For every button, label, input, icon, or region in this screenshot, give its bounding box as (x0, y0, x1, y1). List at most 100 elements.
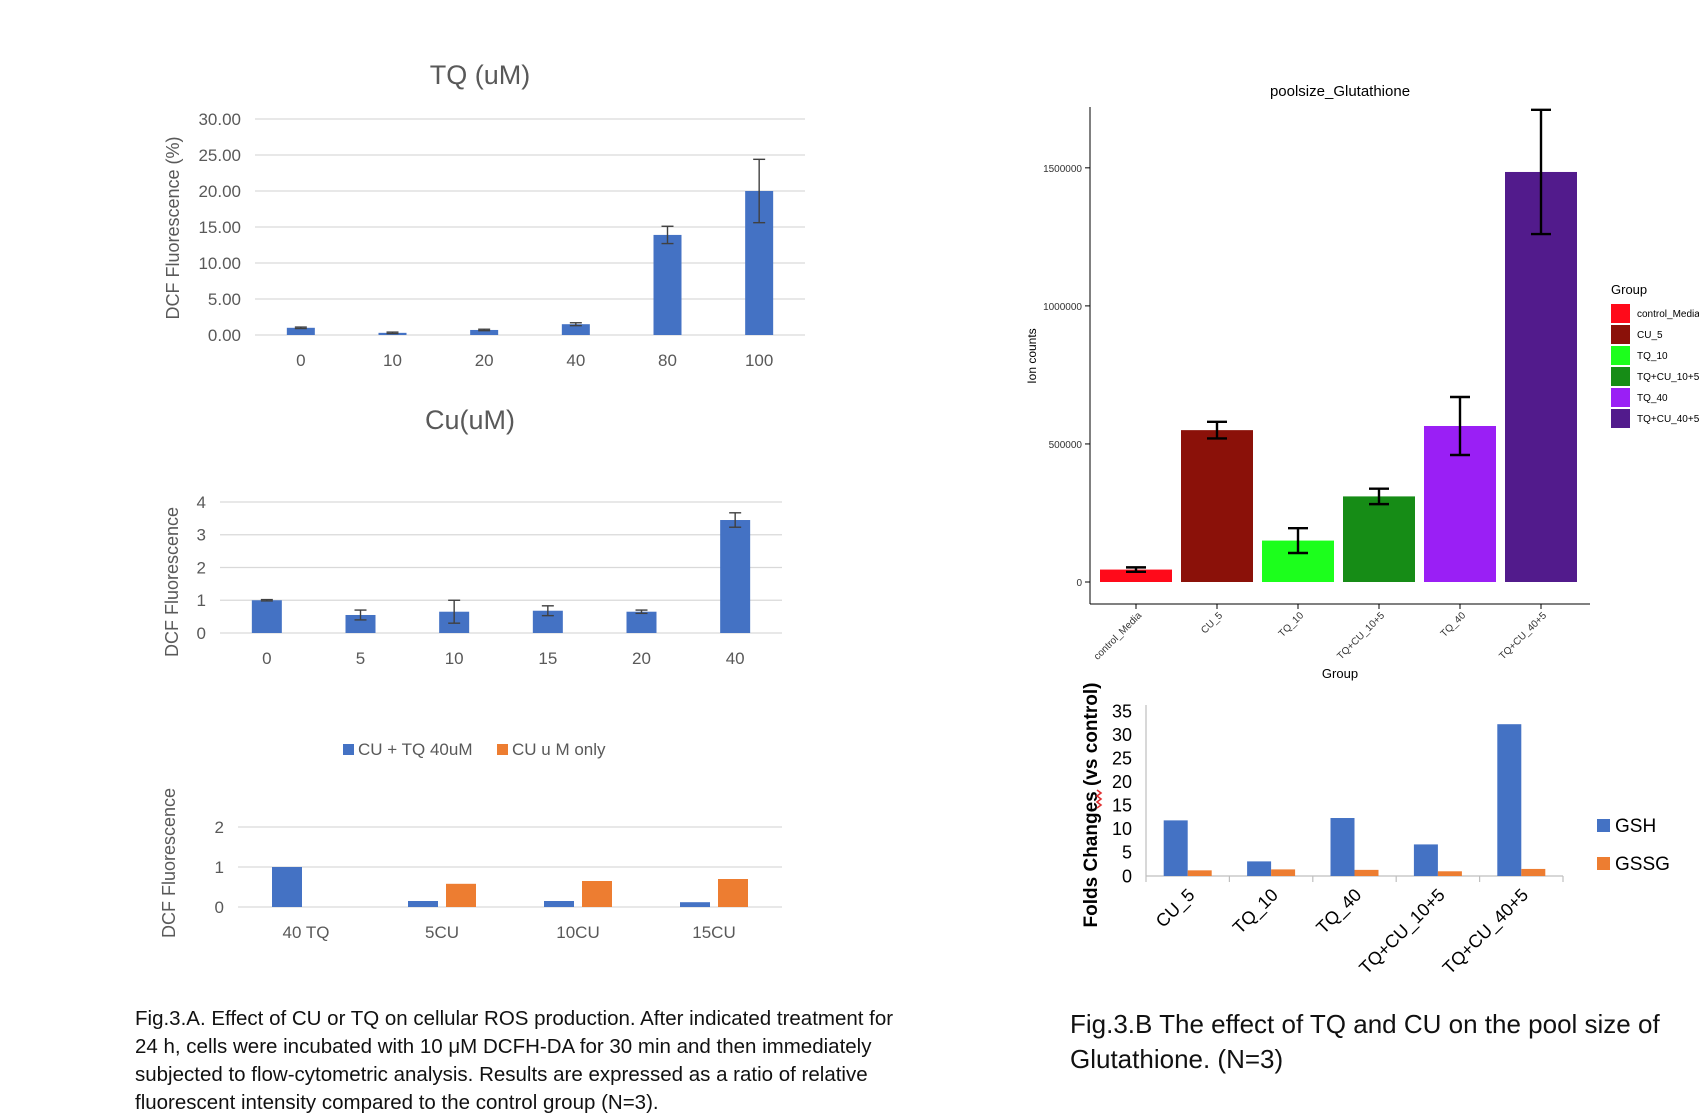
pool-legend-swatch (1611, 304, 1630, 323)
tq-title: TQ (uM) (430, 60, 531, 90)
tq-chart: TQ (uM) 0.00 5.00 10.00 15.00 20.00 25.00 30.00… (163, 60, 805, 370)
pool-xtick: control_Media (1092, 610, 1145, 663)
combo-ytick: 1 (215, 858, 224, 877)
tq-ytick: 25.00 (198, 146, 241, 165)
folds-bar (1247, 861, 1272, 876)
folds-legend-label: GSH (1615, 816, 1656, 837)
tq-xtick: 80 (658, 351, 677, 370)
pool-xtick: TQ+CU_10+5 (1335, 610, 1387, 662)
figure-a-caption: Fig.3.A. Effect of CU or TQ on cellular … (135, 1007, 894, 1114)
combo-bar (544, 901, 574, 907)
cu-ytick: 2 (197, 558, 206, 577)
cu-bar (720, 520, 751, 633)
tq-bar (653, 234, 682, 335)
pool-legend-swatch (1611, 367, 1630, 386)
cu-ytick: 0 (197, 624, 206, 643)
pool-legend-swatch (1611, 346, 1630, 365)
pool-legend-label: TQ+CU_10+5 (1637, 372, 1699, 383)
folds-ytick: 5 (1122, 843, 1132, 863)
cu-xtick: 5 (356, 649, 365, 668)
tq-xtick: 100 (745, 351, 773, 370)
cu-bar (251, 600, 282, 633)
tq-ytick: 0.00 (208, 326, 241, 345)
tq-bar (561, 324, 590, 335)
tq-ytick: 30.00 (198, 110, 241, 129)
tq-xtick: 10 (383, 351, 402, 370)
folds-xtick: CU_5 (1152, 885, 1199, 932)
folds-ylabel: Folds Changes (vs control) (1081, 683, 1102, 928)
combo-xtick: 15CU (692, 923, 735, 942)
combo-legend-label: CU u M only (512, 740, 606, 759)
pool-xtick: CU_5 (1199, 610, 1225, 636)
pool-legend-swatch (1611, 388, 1630, 407)
cu-xtick: 15 (538, 649, 557, 668)
combo-ytick: 2 (215, 818, 224, 837)
cu-ytick: 4 (197, 493, 206, 512)
folds-xtick: TQ_40 (1312, 885, 1366, 939)
cu-ytick: 1 (197, 591, 206, 610)
tq-xtick: 40 (566, 351, 585, 370)
folds-ytick: 20 (1112, 772, 1132, 792)
cu-ytick: 3 (197, 526, 206, 545)
folds-chart: 0 5 10 15 20 25 30 35 CU_5 TQ_10 TQ_40TQ+CU_10+5TQ… (1081, 683, 1670, 979)
combo-chart: 0 1 2 40 TQ 5CU 10CU 15CU DCF Fluorescence CU + … (159, 740, 782, 942)
pool-bar (1343, 496, 1415, 582)
folds-bar (1413, 844, 1438, 876)
tq-bar (470, 329, 499, 335)
folds-bar (1330, 818, 1355, 876)
combo-bar (408, 901, 438, 907)
cu-xtick: 20 (632, 649, 651, 668)
pool-ytick: 1000000 (1043, 302, 1082, 313)
folds-xtick: TQ_10 (1229, 885, 1283, 939)
folds-bar (1497, 724, 1522, 876)
folds-ylabel-squiggle (1095, 789, 1103, 809)
pool-bar (1100, 569, 1172, 582)
combo-ylabel: DCF Fluorescence (159, 788, 179, 938)
cu-bar (626, 611, 657, 633)
pool-legend-label: control_Media (1637, 309, 1699, 320)
pool-ytick: 1500000 (1043, 164, 1082, 175)
cu-bar (345, 614, 376, 633)
folds-bar (1521, 868, 1546, 876)
combo-bar (680, 902, 710, 907)
tq-ylabel: DCF Fluorescence (%) (163, 136, 183, 319)
folds-bar (1163, 820, 1188, 876)
combo-legend-swatch (343, 744, 354, 755)
folds-legend-swatch (1597, 857, 1610, 870)
cu-xtick: 0 (262, 649, 271, 668)
combo-bar (718, 879, 748, 907)
combo-bar (582, 881, 612, 907)
folds-legend-swatch (1597, 819, 1610, 832)
pool-xtick: TQ+CU_40+5 (1497, 610, 1549, 662)
pool-legend-swatch (1611, 325, 1630, 344)
pool-xtick: TQ_40 (1439, 610, 1469, 640)
combo-bar (446, 883, 476, 907)
combo-legend-label: CU + TQ 40uM (358, 740, 472, 759)
pool-bar (1181, 430, 1253, 582)
folds-legend-label: GSSG (1615, 854, 1670, 875)
cu-bar (532, 610, 563, 633)
pool-legend-label: TQ_40 (1637, 393, 1668, 404)
combo-bar (272, 867, 302, 907)
folds-bar (1187, 870, 1212, 876)
pool-xtick: TQ_10 (1277, 610, 1307, 640)
tq-xtick: 0 (296, 351, 305, 370)
pool-ytick: 500000 (1049, 440, 1083, 451)
figure-b-caption: Fig.3.B The effect of TQ and CU on the p… (1070, 1009, 1660, 1074)
folds-bar (1437, 871, 1462, 876)
pool-xlabel: Group (1322, 666, 1358, 681)
combo-legend-swatch (497, 744, 508, 755)
pool-title: poolsize_Glutathione (1270, 83, 1410, 100)
pool-legend-title: Group (1611, 282, 1647, 297)
pool-legend-label: TQ+CU_40+5 (1637, 414, 1699, 425)
cu-xtick: 40 (726, 649, 745, 668)
tq-ytick: 10.00 (198, 254, 241, 273)
pool-bar (1505, 171, 1577, 582)
pool-legend-label: TQ_10 (1637, 351, 1668, 362)
folds-ytick: 10 (1112, 819, 1132, 839)
folds-ytick: 15 (1112, 796, 1132, 816)
cu-ylabel: DCF Fluorescence (162, 507, 182, 657)
folds-ytick: 25 (1112, 748, 1132, 768)
